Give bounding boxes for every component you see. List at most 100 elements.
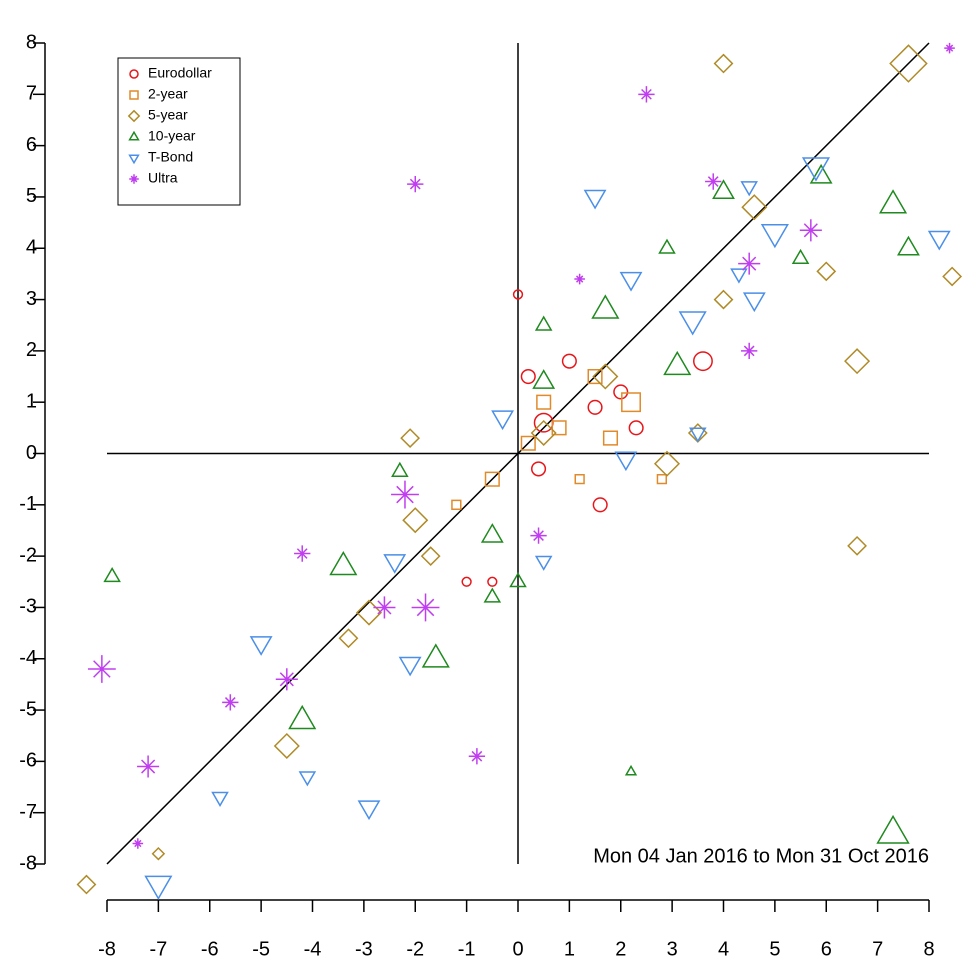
point (520, 368, 536, 385)
y-tick-label: -1 (19, 493, 37, 515)
point (411, 593, 440, 622)
point (530, 527, 547, 544)
point (613, 384, 629, 400)
y-tick-label: -4 (19, 647, 37, 669)
y-tick-label: 2 (26, 339, 37, 361)
point (619, 271, 643, 292)
point (791, 248, 810, 265)
x-tick-label: -5 (252, 938, 270, 960)
legend-box (117, 57, 241, 206)
point (421, 643, 450, 668)
point (621, 392, 641, 413)
point (944, 42, 955, 54)
point (942, 266, 963, 287)
point (658, 238, 676, 254)
point (799, 219, 822, 242)
legend-label: 2-year (148, 86, 188, 102)
legend-label: Eurodollar (148, 65, 212, 81)
point (273, 732, 300, 760)
point (878, 189, 908, 214)
x-tick-label: 1 (564, 938, 575, 960)
y-tick-label: 0 (26, 442, 37, 464)
point (614, 451, 638, 472)
legend-marker (128, 154, 140, 165)
point (889, 44, 928, 83)
point (407, 175, 424, 193)
y-tick-label: -8 (19, 852, 37, 874)
y-tick-label: 4 (26, 237, 37, 259)
point (451, 499, 462, 510)
point (587, 368, 603, 385)
point (897, 235, 920, 256)
point (391, 480, 419, 509)
point (383, 554, 407, 574)
annotation: Mon 04 Jan 2016 to Mon 31 Oct 2016 (593, 845, 929, 867)
y-tick-label: 5 (26, 185, 37, 207)
point (713, 289, 734, 310)
legend-marker (128, 130, 140, 141)
point (663, 350, 692, 376)
point (712, 179, 735, 199)
x-tick-label: 4 (718, 938, 729, 960)
point (137, 755, 160, 778)
point (574, 273, 585, 285)
point (391, 461, 409, 477)
point (692, 351, 713, 372)
x-tick-label: 7 (872, 938, 883, 960)
point (689, 427, 707, 443)
y-tick-label: -3 (19, 596, 37, 618)
point (329, 550, 358, 576)
point (536, 394, 552, 410)
x-tick-label: 0 (512, 938, 523, 960)
point (738, 252, 761, 275)
point (741, 342, 758, 360)
legend: Eurodollar 2-year 5-year 10-year T-Bond Ultra (117, 57, 241, 206)
point (801, 157, 831, 182)
point (103, 566, 121, 583)
point (420, 546, 441, 567)
point (76, 874, 97, 895)
point (742, 292, 766, 313)
x-tick-label: 8 (923, 938, 934, 960)
point (400, 428, 421, 449)
point (533, 412, 554, 433)
point (373, 596, 396, 619)
point (844, 348, 871, 375)
y-tick-label: -2 (19, 544, 37, 566)
point (561, 353, 577, 369)
legend-label: T-Bond (148, 149, 193, 165)
point (760, 223, 789, 249)
point (483, 587, 502, 603)
point (151, 846, 166, 861)
y-tick-label: 1 (26, 390, 37, 412)
point (509, 572, 527, 588)
y-tick-label: 7 (26, 83, 37, 105)
point (876, 814, 910, 844)
x-tick-label: -3 (355, 938, 373, 960)
x-tick-label: -2 (406, 938, 424, 960)
legend-marker (129, 69, 139, 79)
point (275, 668, 298, 691)
point (678, 311, 707, 336)
point (713, 53, 734, 74)
point (583, 189, 607, 210)
point (730, 268, 748, 284)
y-tick-label: 6 (26, 134, 37, 156)
point (624, 764, 638, 776)
diagonal-line (106, 42, 930, 865)
x-tick-label: 5 (769, 938, 780, 960)
point (592, 363, 619, 390)
point (480, 523, 504, 543)
point (144, 875, 173, 900)
point (574, 474, 585, 485)
point (357, 800, 381, 821)
point (298, 771, 317, 787)
point (132, 838, 144, 849)
point (530, 461, 547, 477)
legend-marker (129, 174, 139, 184)
point (530, 419, 557, 446)
point (628, 420, 644, 436)
x-tick-label: -8 (98, 938, 116, 960)
point (847, 535, 867, 556)
